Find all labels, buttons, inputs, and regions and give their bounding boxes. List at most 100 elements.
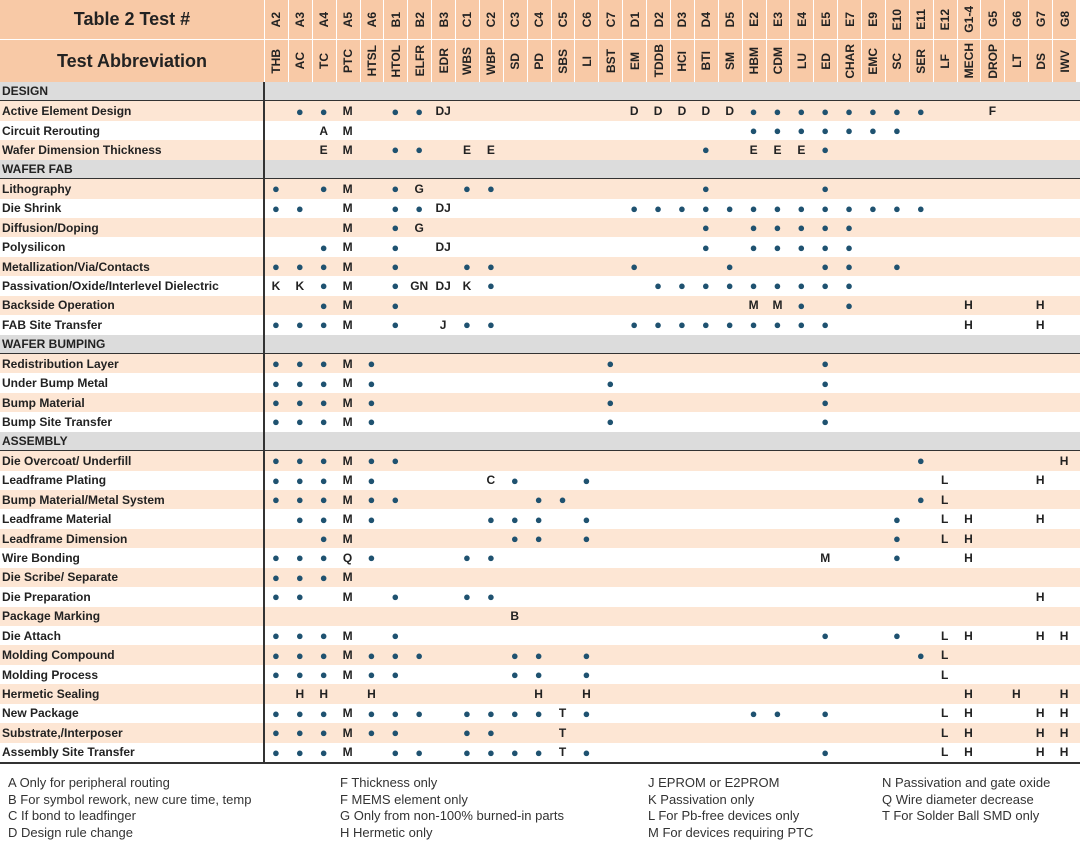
cell: ●: [821, 628, 830, 644]
row-label: Wafer Dimension Thickness: [2, 142, 162, 157]
test-number-text: A4: [317, 11, 332, 28]
footnote: J EPROM or E2PROM: [648, 775, 780, 790]
row-background: [0, 354, 1080, 374]
cell: ●: [295, 317, 304, 333]
cell: ●: [272, 181, 280, 197]
cell: ●: [654, 278, 662, 294]
footnote: F Thickness only: [340, 775, 438, 790]
cell: L: [940, 745, 949, 760]
cell: ●: [367, 705, 376, 721]
cell: M: [342, 492, 353, 507]
test-number-text: G7: [1033, 11, 1048, 28]
cell: M: [342, 395, 353, 410]
cell: H: [295, 686, 305, 701]
test-abbreviation-text: HBM: [747, 47, 762, 75]
cell: ●: [391, 628, 400, 644]
cell: ●: [319, 667, 328, 683]
cell: ●: [319, 317, 328, 333]
row-label: Assembly Site Transfer: [2, 745, 135, 760]
footnote: F MEMS element only: [340, 791, 468, 807]
cell: D: [677, 104, 687, 119]
test-abbreviation: SM: [717, 40, 742, 82]
row-label: Die Scribe/ Separate: [2, 570, 119, 585]
cell: ●: [582, 531, 591, 547]
cell: ●: [892, 511, 901, 527]
test-abbreviation: LI: [574, 40, 599, 82]
footnote: B For symbol rework, new cure time, temp: [8, 791, 252, 807]
cell: ●: [319, 705, 328, 721]
cell: ●: [821, 142, 830, 158]
test-number: D2: [646, 0, 670, 40]
test-number-text: D4: [699, 11, 714, 28]
test-abbreviation: TC: [311, 40, 336, 82]
cell: ●: [295, 103, 304, 119]
test-number: G1-4: [956, 0, 981, 40]
cell: M: [342, 104, 353, 119]
cell: E: [319, 142, 328, 157]
test-abbreviation-text: BTI: [699, 51, 714, 71]
test-number: B2: [407, 0, 432, 40]
row-background: [0, 684, 1080, 704]
cell: K: [462, 278, 472, 293]
test-number: D5: [717, 0, 742, 40]
cell: ●: [773, 220, 782, 236]
cell: ●: [391, 453, 400, 469]
cell: ●: [272, 200, 280, 216]
section-header: ASSEMBLY: [0, 431, 1080, 452]
cell: ●: [821, 705, 830, 721]
test-abbreviation-text: HTSL: [364, 45, 379, 77]
cell: ●: [295, 744, 304, 760]
test-number: A5: [335, 0, 360, 40]
test-number: E10: [884, 0, 909, 40]
cell: ●: [582, 647, 591, 663]
cell: ●: [773, 200, 782, 216]
cell: T: [558, 725, 567, 740]
test-number-text: D2: [651, 11, 666, 28]
footnote: G Only from non-100% burned-in parts: [340, 808, 564, 823]
row-background: [0, 606, 1080, 626]
cell: ●: [391, 278, 400, 294]
cell: ●: [821, 181, 830, 197]
cell: ●: [367, 725, 376, 741]
row-background: [0, 587, 1080, 607]
cell: ●: [486, 550, 495, 566]
test-abbreviation-text: WBS: [460, 47, 475, 75]
row-label: Redistribution Layer: [2, 356, 119, 371]
test-abbreviation: EMC: [861, 40, 885, 82]
cell: ●: [295, 667, 304, 683]
cell: ●: [773, 123, 782, 139]
cell: ●: [319, 375, 328, 391]
cell: ●: [272, 472, 280, 488]
cell: ●: [367, 492, 376, 508]
cell: H: [534, 686, 543, 701]
cell: ●: [486, 181, 495, 197]
cell: K: [271, 278, 281, 293]
test-number: E5: [813, 0, 838, 40]
cell: ●: [892, 550, 901, 566]
test-abbreviation: PTC: [335, 40, 360, 82]
row-label: Under Bump Metal: [2, 376, 109, 391]
cell: ●: [486, 511, 495, 527]
cell: L: [940, 648, 949, 663]
test-number: E12: [932, 0, 957, 40]
cell: ●: [272, 259, 280, 275]
cell: ●: [391, 200, 400, 216]
cell: ●: [821, 356, 830, 372]
cell: E: [773, 142, 782, 157]
cell: ●: [272, 317, 280, 333]
test-number-text: B1: [388, 11, 403, 28]
cell: E: [797, 142, 806, 157]
row-label: Bump Site Transfer: [2, 414, 113, 429]
cell: ●: [295, 550, 304, 566]
test-abbreviation: DROP: [980, 40, 1005, 82]
cell: M: [342, 259, 353, 274]
cell: ●: [797, 200, 806, 216]
cell: ●: [272, 492, 280, 508]
test-number-text: A2: [269, 11, 284, 28]
cell: T: [558, 745, 567, 760]
cell: F: [988, 104, 997, 119]
test-number-text: E10: [890, 8, 905, 31]
test-number-text: E9: [866, 12, 881, 27]
test-abbreviation: LU: [789, 40, 814, 82]
cell: ●: [821, 123, 830, 139]
